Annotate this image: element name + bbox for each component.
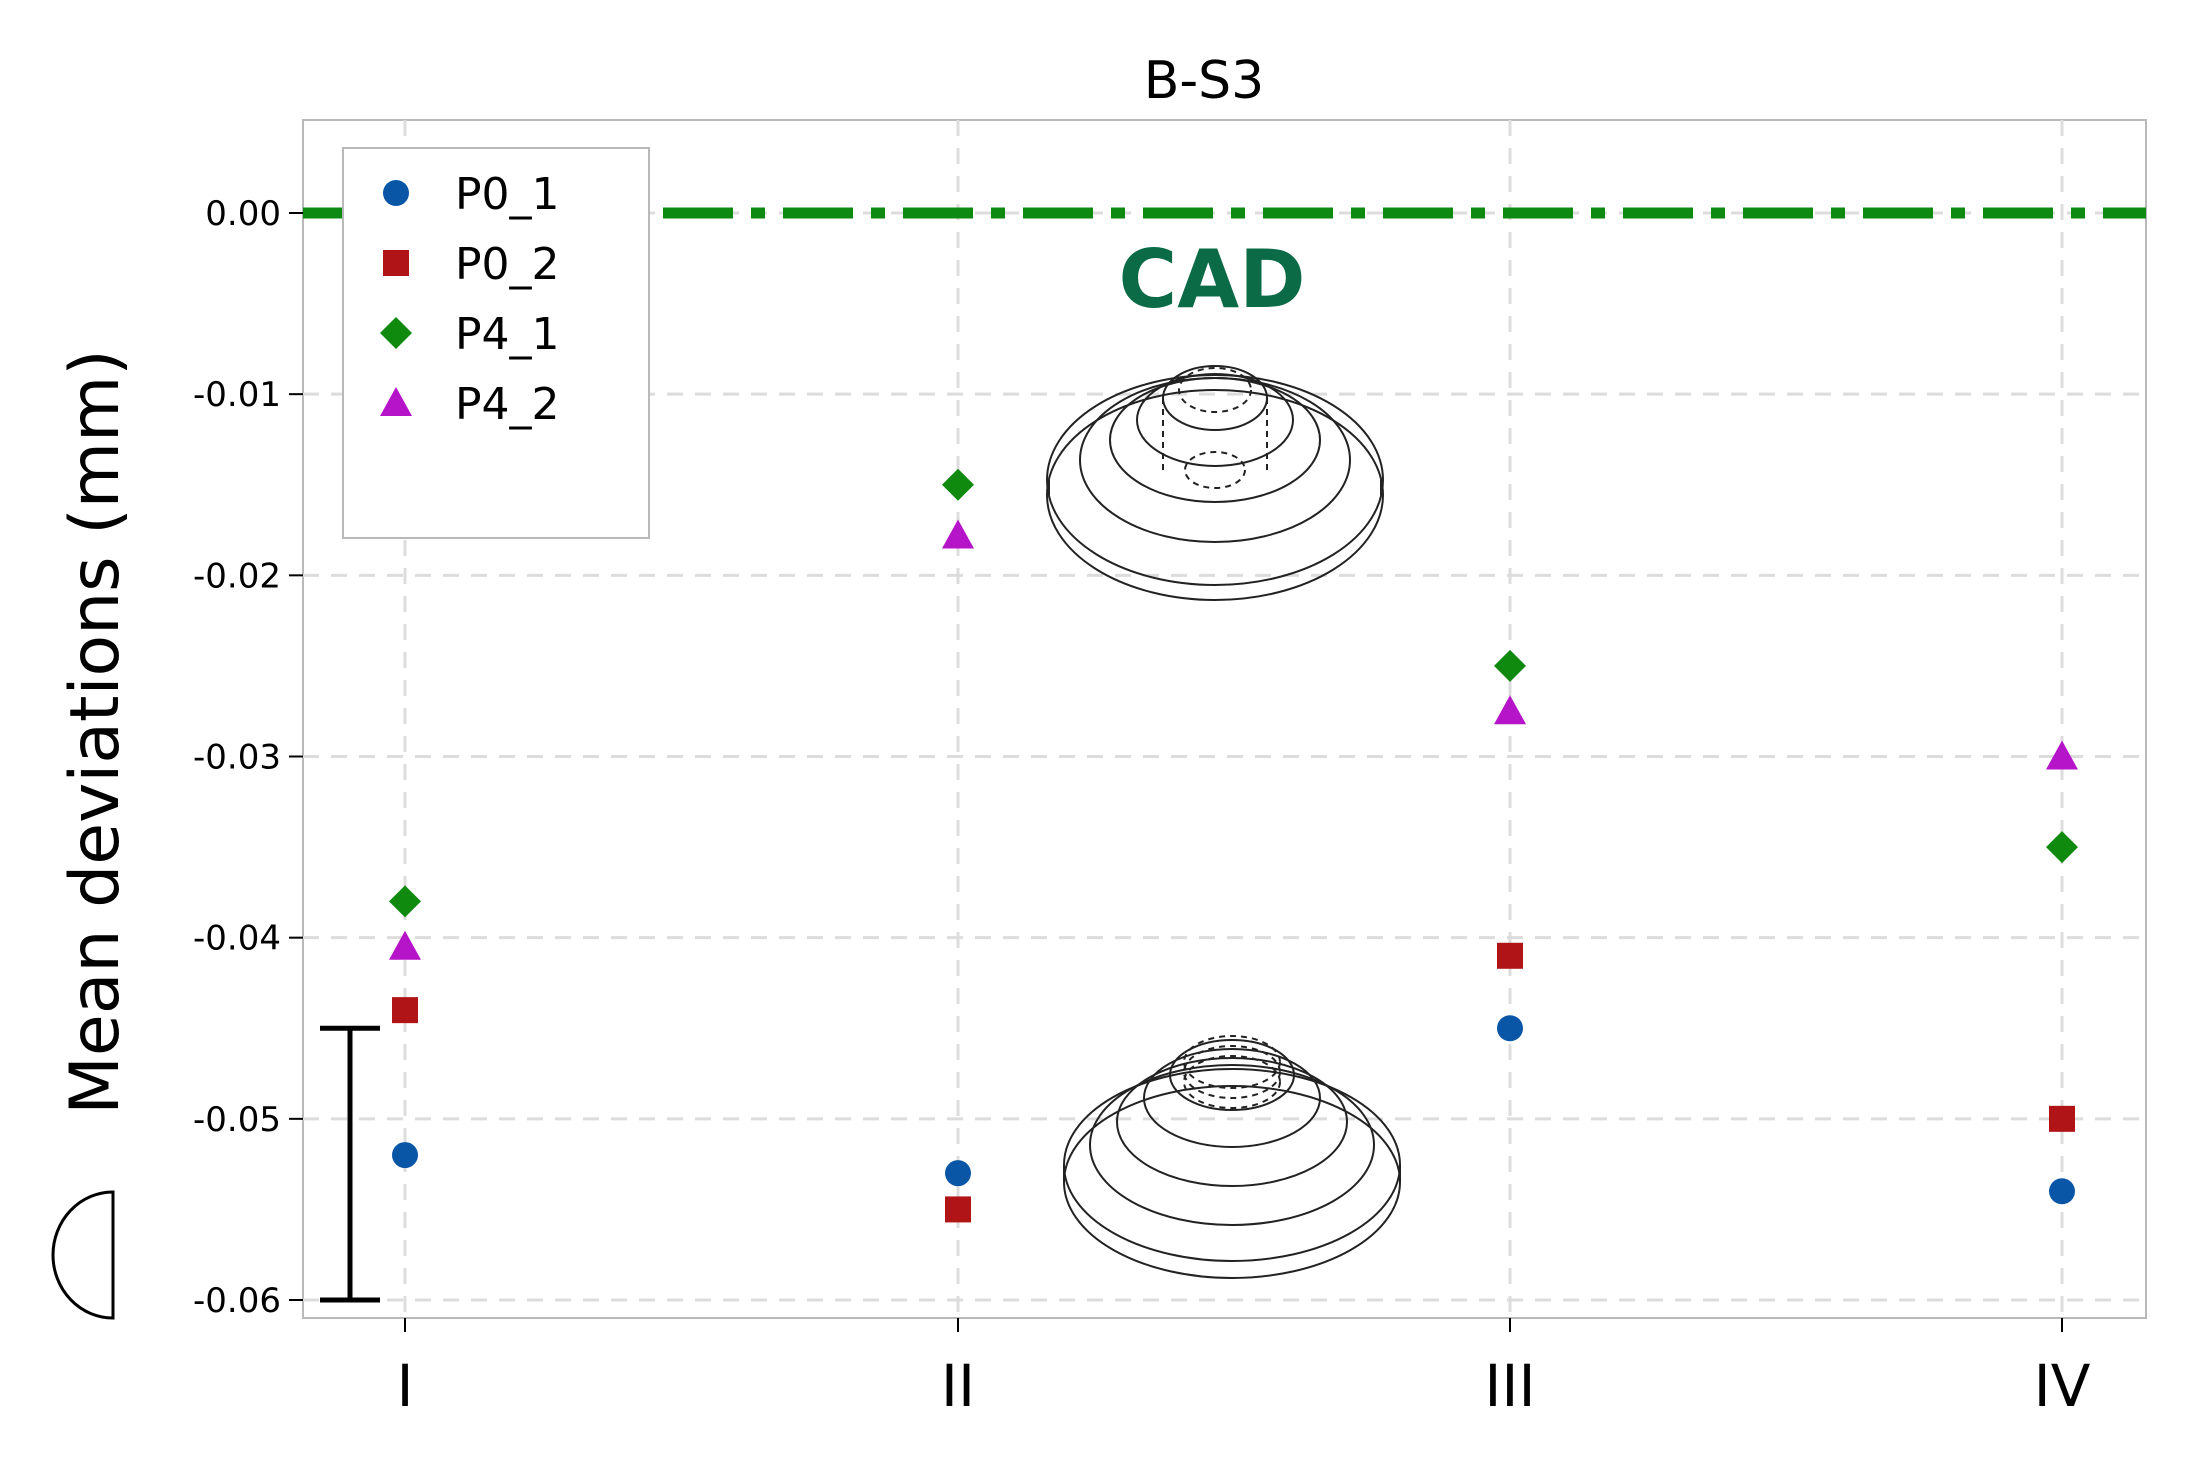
y-tick-label: -0.04 — [193, 919, 281, 959]
y-tick-label: -0.02 — [193, 556, 281, 596]
data-point-p4-1 — [1494, 649, 1526, 682]
chart-title: B-S3 — [1144, 51, 1265, 111]
x-tick-label: III — [1484, 1352, 1535, 1420]
legend-marker-p4-2 — [380, 387, 412, 416]
legend: P0_1 P0_2 P4_1 P4_2 — [342, 147, 650, 539]
data-point-p4-2 — [389, 930, 421, 960]
y-tick-label: -0.06 — [193, 1281, 281, 1321]
y-tick-label: -0.03 — [193, 738, 281, 778]
x-tick-label: II — [941, 1352, 975, 1420]
x-axis: I II III IV — [396, 1318, 2091, 1420]
legend-marker-p4-1 — [380, 317, 412, 349]
legend-label: P0_2 — [455, 239, 560, 290]
data-point-p4-2 — [2046, 740, 2078, 770]
y-tick-label: -0.01 — [193, 375, 281, 415]
y-tick-label: 0.00 — [205, 194, 281, 234]
y-axis-label-group: Mean deviations (mm) — [51, 349, 135, 1320]
legend-label: P4_1 — [455, 309, 560, 360]
data-point-p4-1 — [389, 885, 421, 918]
cad-label: CAD — [1118, 233, 1305, 326]
data-points — [389, 468, 2078, 1223]
data-point-p4-1 — [942, 468, 974, 501]
legend-label: P0_1 — [455, 169, 560, 220]
part-illustration-lower — [1063, 1035, 1401, 1279]
data-point-p0-1 — [945, 1160, 971, 1187]
data-point-p0-2 — [1497, 942, 1523, 969]
data-point-p4-2 — [1494, 695, 1526, 725]
data-point-p0-1 — [2049, 1178, 2075, 1205]
data-point-p0-2 — [392, 997, 418, 1024]
legend-label: P4_2 — [455, 379, 560, 430]
y-axis: 0.00 -0.01 -0.02 -0.03 -0.04 -0.05 -0.06 — [193, 194, 303, 1321]
x-tick-label: IV — [2034, 1352, 2091, 1420]
data-point-p0-2 — [945, 1196, 971, 1223]
legend-marker-p0-1 — [383, 180, 409, 206]
profile-symbol-icon — [51, 1190, 115, 1320]
part-illustration-upper — [1046, 365, 1384, 601]
legend-marker-p0-2 — [383, 250, 409, 276]
x-tick-label: I — [396, 1352, 413, 1420]
data-point-p4-1 — [2046, 831, 2078, 864]
y-axis-label: Mean deviations (mm) — [56, 349, 135, 1115]
y-tick-label: -0.05 — [193, 1100, 281, 1140]
data-point-p0-1 — [1497, 1015, 1523, 1042]
tolerance-bar — [320, 1025, 380, 1303]
data-point-p0-2 — [2049, 1105, 2075, 1132]
data-point-p0-1 — [392, 1142, 418, 1169]
data-point-p4-2 — [942, 519, 974, 549]
